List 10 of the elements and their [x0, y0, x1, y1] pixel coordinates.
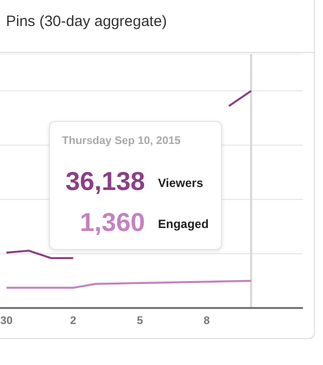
x-tick-label: 2 [70, 314, 76, 327]
annotation: Thursday Sep 10, 2015 [62, 135, 181, 147]
chart-title: Pins (30-day aggregate) [6, 13, 167, 30]
x-tick-label: 30 [0, 314, 13, 327]
x-tick-label: 5 [136, 314, 143, 327]
annotation: 36,138 [65, 166, 145, 197]
annotation: 1,360 [80, 207, 145, 238]
annotation: Viewers [158, 176, 204, 190]
annotation: Engaged [158, 217, 209, 231]
x-tick-label: 8 [204, 314, 210, 327]
